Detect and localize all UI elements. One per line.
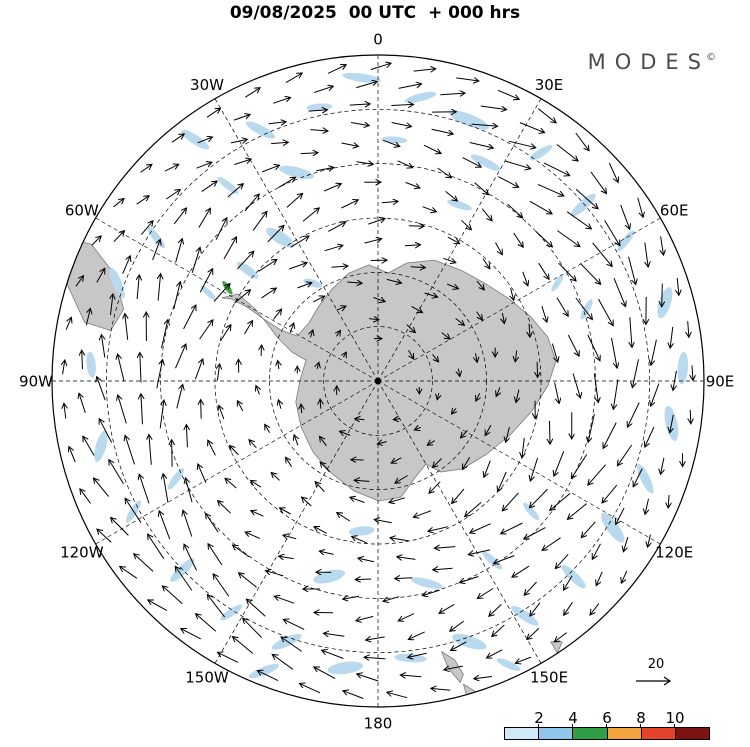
longitude-label: 150W <box>185 668 229 686</box>
longitude-label: 30E <box>535 76 564 94</box>
map-content <box>52 55 704 707</box>
colorbar-tick-label: 8 <box>636 709 646 727</box>
reference-vector-label: 20 <box>647 657 665 672</box>
colorbar-segment <box>607 728 642 739</box>
modes-logo-text: MODES <box>587 50 710 74</box>
longitude-label: 150E <box>530 668 568 686</box>
colorbar: 2 4 6 8 10 <box>504 709 710 740</box>
reference-arrow-icon <box>636 676 672 686</box>
high-intensity-blob <box>222 280 233 295</box>
land-antarctica <box>221 259 557 502</box>
colorbar-segment <box>675 728 710 739</box>
colorbar-segment <box>505 728 540 739</box>
colorbar-tick-label: 10 <box>665 709 685 727</box>
land-new-zealand-south <box>441 651 464 683</box>
colorbar-segment <box>573 728 608 739</box>
longitude-label: 90W <box>19 372 53 390</box>
colorbar-bar <box>504 727 710 740</box>
copyright-icon: © <box>706 52 716 63</box>
colorbar-tick-label: 6 <box>602 709 612 727</box>
longitude-label: 30W <box>190 76 224 94</box>
longitude-labels: 0 30E 60E 90E 120E 150E 180 150W 120W 90W 60W 30W <box>19 30 734 732</box>
modes-logo: MODES© <box>588 50 716 74</box>
longitude-label: 60E <box>660 201 689 219</box>
reference-vector: 20 <box>628 658 684 691</box>
longitude-label: 120W <box>60 543 104 561</box>
colorbar-tick <box>538 724 539 728</box>
wind-vectors <box>63 63 693 699</box>
land-south-america-tip <box>61 237 125 331</box>
longitude-label: 180 <box>364 714 393 732</box>
colorbar-tick-label: 2 <box>534 709 544 727</box>
south-pole-dot <box>374 377 382 385</box>
colorbar-tick <box>572 724 573 728</box>
longitude-label: 60W <box>65 201 99 219</box>
longitude-label: 90E <box>706 372 735 390</box>
longitude-label: 0 <box>373 30 383 48</box>
colorbar-labels: 2 4 6 8 10 <box>504 709 710 728</box>
colorbar-segment <box>641 728 676 739</box>
colorbar-segment <box>539 728 574 739</box>
colorbar-tick-label: 4 <box>568 709 578 727</box>
colorbar-tick <box>640 724 641 728</box>
chart-title: 09/08/2025 00 UTC + 000 hrs <box>229 3 521 23</box>
longitude-label: 120E <box>655 543 693 561</box>
colorbar-tick <box>674 724 675 728</box>
colorbar-tick <box>606 724 607 728</box>
map-boundary <box>51 54 705 708</box>
